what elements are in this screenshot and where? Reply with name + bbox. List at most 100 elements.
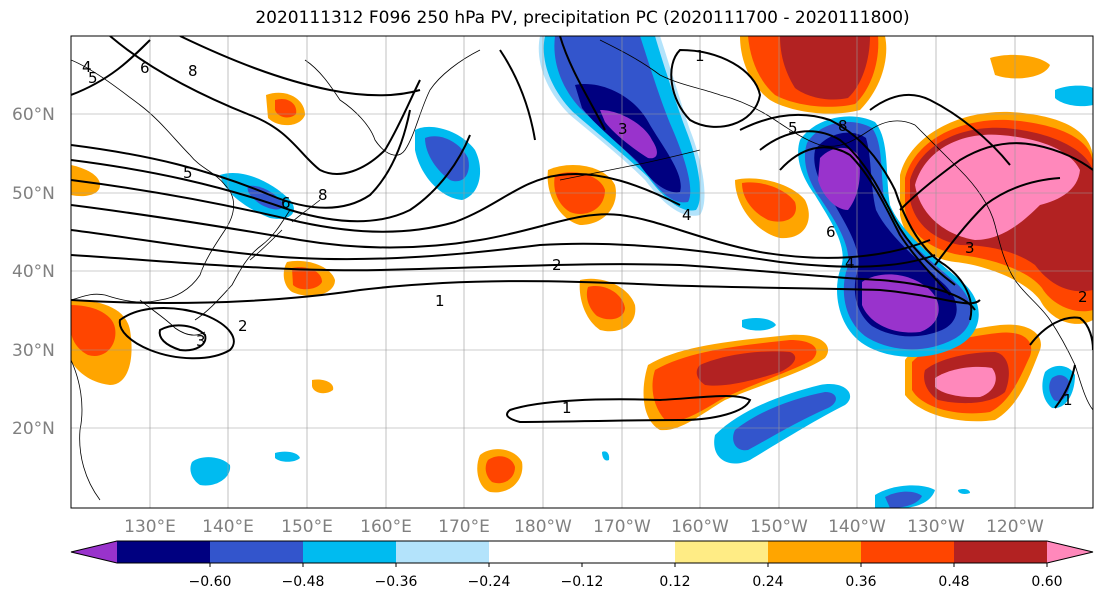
lon-tick-label: 170°E <box>438 517 490 537</box>
colorbar-tick-label: 0.48 <box>938 574 969 590</box>
colorbar-segment <box>489 541 583 563</box>
colorbar-tick-label: −0.12 <box>561 574 604 590</box>
lon-tick-label: 150°E <box>281 517 333 537</box>
lat-tick-label: 20°N <box>12 419 55 439</box>
colorbar: −0.60 −0.48 −0.36 −0.24 −0.12 0.12 0.24 0.36 0.4… <box>70 540 1094 590</box>
precip-positive-blob <box>71 305 116 356</box>
pv-contour-se <box>1029 316 1093 409</box>
contour-labels: 1 1 1 1 2 2 2 3 3 3 4 4 4 5 5 5 6 6 6 8 … <box>82 47 1088 417</box>
map-title: 2020111312 F096 250 hPa PV, precipitatio… <box>255 8 910 28</box>
contour-label: 1 <box>1063 391 1073 409</box>
contour-label: 3 <box>965 239 975 257</box>
pv-contour-8 <box>71 109 411 209</box>
contour-label: 2 <box>238 317 248 335</box>
contour-label: 5 <box>788 119 798 137</box>
gridlines <box>71 36 1093 508</box>
precip-positive-blob <box>935 366 996 398</box>
colorbar-tick-label: 0.24 <box>752 574 783 590</box>
precip-positive-blob <box>780 36 870 100</box>
colorbar-segment <box>71 541 117 563</box>
pv-contour-japan-low2 <box>158 324 207 352</box>
longitude-labels: 130°E 140°E 150°E 160°E 170°E 180°W 170°… <box>124 517 1044 537</box>
pv-contour-3 <box>71 229 936 268</box>
coastline-aleutians <box>559 149 701 181</box>
precip-negative-blob <box>602 451 610 461</box>
pv-contour-sub <box>506 394 752 424</box>
contour-label: 1 <box>435 292 445 310</box>
lon-tick-label: 130°W <box>907 517 965 537</box>
precip-negative-blob <box>862 274 939 333</box>
colorbar-ticks: −0.60 −0.48 −0.36 −0.24 −0.12 0.12 0.24 0.36 0.4… <box>189 563 1063 590</box>
latitude-labels: 60°N 50°N 40°N 30°N 20°N <box>12 105 55 439</box>
pv-contour-4 <box>71 204 931 259</box>
contour-label: 3 <box>196 332 206 350</box>
colorbar-segment <box>768 541 862 563</box>
lon-tick-label: 150°W <box>750 517 808 537</box>
colorbar-segment <box>117 541 211 563</box>
colorbar-segment <box>1047 541 1093 563</box>
precip-negative-blob <box>742 317 776 331</box>
colorbar-segment <box>582 541 676 563</box>
lon-tick-label: 140°E <box>202 517 254 537</box>
lat-tick-label: 40°N <box>12 262 55 282</box>
pv-contour-6 <box>71 134 471 223</box>
pv-contours <box>71 36 1093 424</box>
colorbar-segment <box>303 541 397 563</box>
precip-negative-blob <box>885 491 922 508</box>
contour-label: 6 <box>826 223 836 241</box>
coastline-alaska <box>599 39 916 147</box>
coastline-kamchatka <box>304 49 481 156</box>
pv-contour-ne4 <box>869 93 1011 166</box>
contour-label: 4 <box>682 206 692 224</box>
precip-negative-blob <box>600 110 657 159</box>
pv-contour-east2 <box>934 177 1061 266</box>
colorbar-segment <box>210 541 304 563</box>
precip-positive-blob <box>990 54 1050 79</box>
lon-tick-label: 170°W <box>593 517 651 537</box>
lon-tick-label: 180°W <box>514 517 572 537</box>
precip-positive-blob <box>915 134 1080 240</box>
precip-negative-blob <box>958 489 970 494</box>
colorbar-tick-label: 0.36 <box>845 574 876 590</box>
contour-label: 4 <box>82 58 92 76</box>
lat-tick-label: 60°N <box>12 105 55 125</box>
contour-label: 2 <box>1078 288 1088 306</box>
pv-contour-east1 <box>899 142 1093 211</box>
precip-positive-blob <box>275 98 297 118</box>
precip-negative-blob <box>733 392 836 451</box>
map-frame <box>70 35 1094 509</box>
contour-label: 2 <box>552 256 562 274</box>
contour-label: 1 <box>695 47 705 65</box>
colorbar-outline <box>70 540 1094 564</box>
pv-contour-ne1 <box>739 113 973 321</box>
precip-positive-blob <box>312 379 334 394</box>
precip-negative-blob <box>1055 85 1093 107</box>
precip-negative-blob <box>275 451 300 462</box>
lon-tick-label: 130°E <box>124 517 176 537</box>
contour-label: 5 <box>88 69 98 87</box>
contour-label: 6 <box>140 59 150 77</box>
pv-contour-ne3 <box>779 146 951 296</box>
contour-label: 8 <box>838 117 848 135</box>
lon-tick-label: 160°E <box>360 517 412 537</box>
pv-contour-japan-low <box>118 307 235 360</box>
colorbar-tick-label: −0.60 <box>189 574 232 590</box>
precip-positive-blob <box>742 182 796 222</box>
pv-contour-1 <box>71 280 981 305</box>
colorbar-segment <box>675 541 769 563</box>
contour-label: 8 <box>188 62 198 80</box>
pv-contour-top <box>179 36 421 97</box>
pv-contour-alaska <box>670 48 762 128</box>
precip-negative-blob <box>190 457 231 486</box>
precip-negative-blob <box>425 136 469 182</box>
contour-label: 5 <box>183 164 193 182</box>
contour-label: 1 <box>562 399 572 417</box>
pv-contour-2 <box>71 254 976 311</box>
colorbar-tick-label: −0.36 <box>375 574 418 590</box>
precip-negative-blob <box>818 147 860 210</box>
precip-positive-blob <box>586 286 625 320</box>
lon-tick-label: 120°W <box>986 517 1044 537</box>
lat-tick-label: 50°N <box>12 184 55 204</box>
precip-positive-blob <box>71 165 100 197</box>
